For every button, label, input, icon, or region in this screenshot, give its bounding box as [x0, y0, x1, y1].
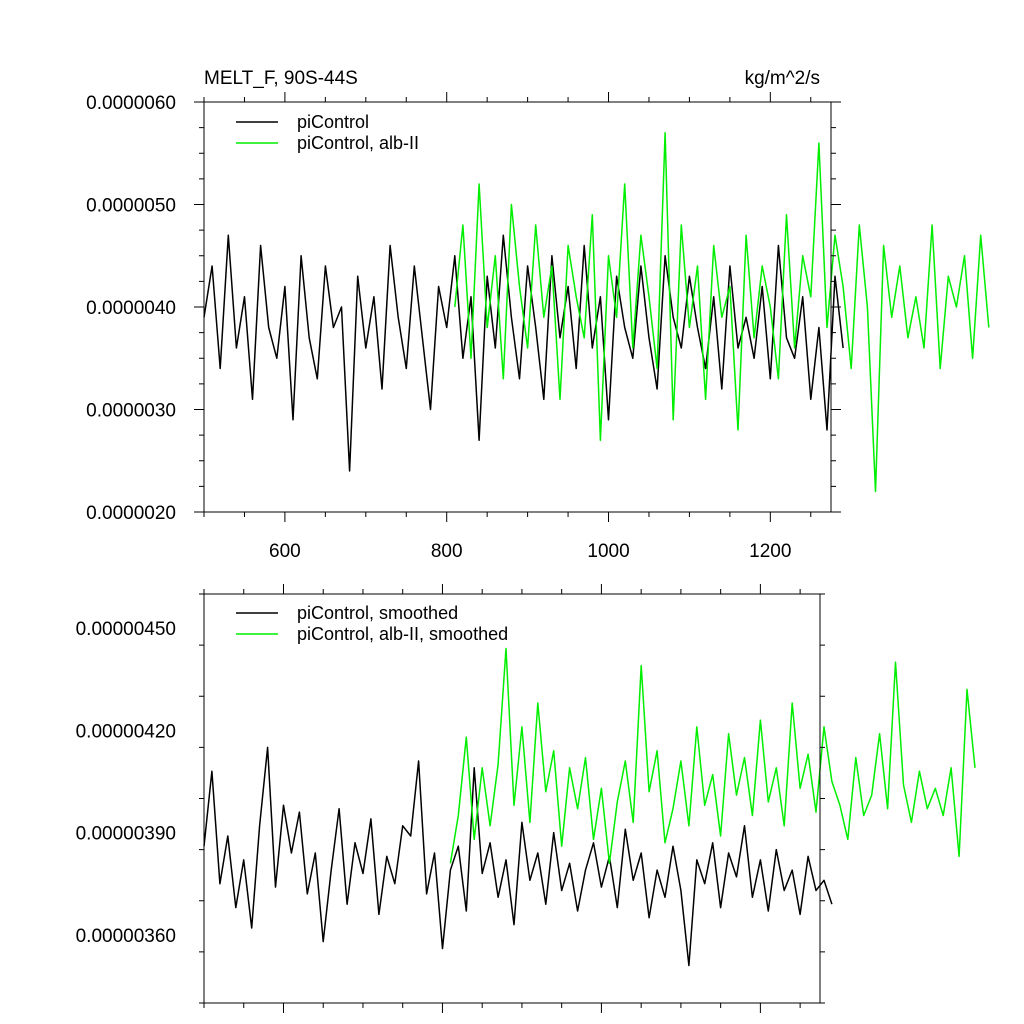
y-tick-label: 0.0000040 [86, 298, 176, 319]
y-tick-label: 0.00000390 [76, 824, 176, 845]
legend-label-picontrol-smoothed: piControl, smoothed [297, 603, 458, 623]
y-tick-label: 0.00000450 [76, 619, 176, 640]
legend-label-albii: piControl, alb-II [297, 133, 419, 153]
series-line-albii [454, 132, 990, 493]
bottom-panel: 0.00000360 0.00000390 0.00000420 0.00000450… [76, 584, 976, 1013]
y-tick-label: 0.0000030 [86, 401, 176, 422]
top-legend: piControl piControl, alb-II [236, 112, 419, 153]
x-tick-label: 1200 [749, 541, 791, 562]
series-line-picontrol [203, 234, 844, 472]
y-tick-label: 0.0000020 [86, 503, 176, 524]
series-line-albii [449, 647, 976, 865]
x-tick-label: 600 [269, 541, 301, 562]
bottom-axes: 0.00000360 0.00000390 0.00000420 0.00000450 [76, 584, 825, 1013]
x-tick-label: 1000 [587, 541, 629, 562]
bottom-legend: piControl, smoothed piControl, alb-II, s… [236, 603, 508, 644]
chart-title: MELT_F, 90S-44S [204, 68, 358, 89]
y-tick-label: 0.00000420 [76, 721, 176, 742]
legend-label-picontrol: piControl [297, 112, 369, 132]
plot-frame [203, 593, 821, 1004]
y-tick-label: 0.00000360 [76, 926, 176, 947]
legend-label-albii-smoothed: piControl, alb-II, smoothed [297, 624, 508, 644]
series-line-picontrol [203, 746, 833, 967]
bottom-series-group [203, 647, 976, 967]
top-axes: 600 800 1000 1200 0.0000020 0.0000030 0.000004… [86, 92, 841, 562]
chart-units: kg/m^2/s [745, 68, 820, 89]
top-series-group [203, 132, 990, 493]
y-tick-label: 0.0000050 [86, 196, 176, 217]
top-panel: MELT_F, 90S-44S kg/m^2/s 600 800 1000 1200 0… [86, 68, 990, 562]
x-tick-label: 800 [431, 541, 463, 562]
y-tick-label: 0.0000060 [86, 93, 176, 114]
